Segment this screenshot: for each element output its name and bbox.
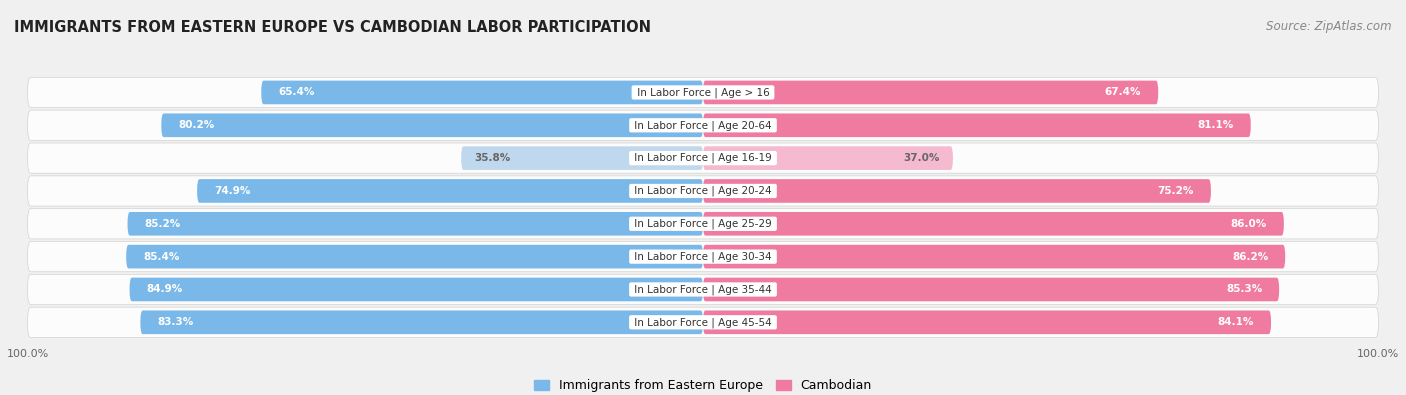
Text: Source: ZipAtlas.com: Source: ZipAtlas.com [1267,20,1392,33]
FancyBboxPatch shape [703,113,1251,137]
FancyBboxPatch shape [703,310,1271,334]
Text: 85.4%: 85.4% [143,252,180,261]
Text: 85.3%: 85.3% [1226,284,1263,294]
Text: 74.9%: 74.9% [214,186,250,196]
Text: 83.3%: 83.3% [157,317,194,327]
Text: In Labor Force | Age 35-44: In Labor Force | Age 35-44 [631,284,775,295]
Text: 75.2%: 75.2% [1157,186,1194,196]
Text: 35.8%: 35.8% [475,153,510,163]
Text: 37.0%: 37.0% [903,153,939,163]
FancyBboxPatch shape [28,241,1378,272]
FancyBboxPatch shape [703,245,1285,269]
FancyBboxPatch shape [28,176,1378,206]
FancyBboxPatch shape [703,278,1279,301]
Text: In Labor Force | Age 25-29: In Labor Force | Age 25-29 [631,218,775,229]
FancyBboxPatch shape [703,146,953,170]
FancyBboxPatch shape [197,179,703,203]
Text: 84.9%: 84.9% [146,284,183,294]
Text: In Labor Force | Age 30-34: In Labor Force | Age 30-34 [631,251,775,262]
FancyBboxPatch shape [28,77,1378,107]
Text: In Labor Force | Age > 16: In Labor Force | Age > 16 [634,87,772,98]
Text: 86.2%: 86.2% [1232,252,1268,261]
Text: In Labor Force | Age 16-19: In Labor Force | Age 16-19 [631,153,775,164]
FancyBboxPatch shape [703,81,1159,104]
FancyBboxPatch shape [262,81,703,104]
FancyBboxPatch shape [141,310,703,334]
FancyBboxPatch shape [28,143,1378,173]
FancyBboxPatch shape [127,245,703,269]
Text: In Labor Force | Age 20-24: In Labor Force | Age 20-24 [631,186,775,196]
FancyBboxPatch shape [703,179,1211,203]
FancyBboxPatch shape [28,110,1378,140]
FancyBboxPatch shape [28,275,1378,305]
Text: IMMIGRANTS FROM EASTERN EUROPE VS CAMBODIAN LABOR PARTICIPATION: IMMIGRANTS FROM EASTERN EUROPE VS CAMBOD… [14,20,651,35]
Text: 80.2%: 80.2% [179,120,215,130]
FancyBboxPatch shape [703,212,1284,235]
FancyBboxPatch shape [129,278,703,301]
Text: 81.1%: 81.1% [1198,120,1234,130]
Text: 67.4%: 67.4% [1105,87,1142,98]
FancyBboxPatch shape [461,146,703,170]
FancyBboxPatch shape [128,212,703,235]
FancyBboxPatch shape [162,113,703,137]
Text: 85.2%: 85.2% [145,219,180,229]
FancyBboxPatch shape [28,307,1378,337]
Text: 65.4%: 65.4% [278,87,315,98]
Text: 86.0%: 86.0% [1230,219,1267,229]
Text: In Labor Force | Age 20-64: In Labor Force | Age 20-64 [631,120,775,130]
Text: In Labor Force | Age 45-54: In Labor Force | Age 45-54 [631,317,775,327]
Legend: Immigrants from Eastern Europe, Cambodian: Immigrants from Eastern Europe, Cambodia… [529,374,877,395]
FancyBboxPatch shape [28,209,1378,239]
Text: 84.1%: 84.1% [1218,317,1254,327]
